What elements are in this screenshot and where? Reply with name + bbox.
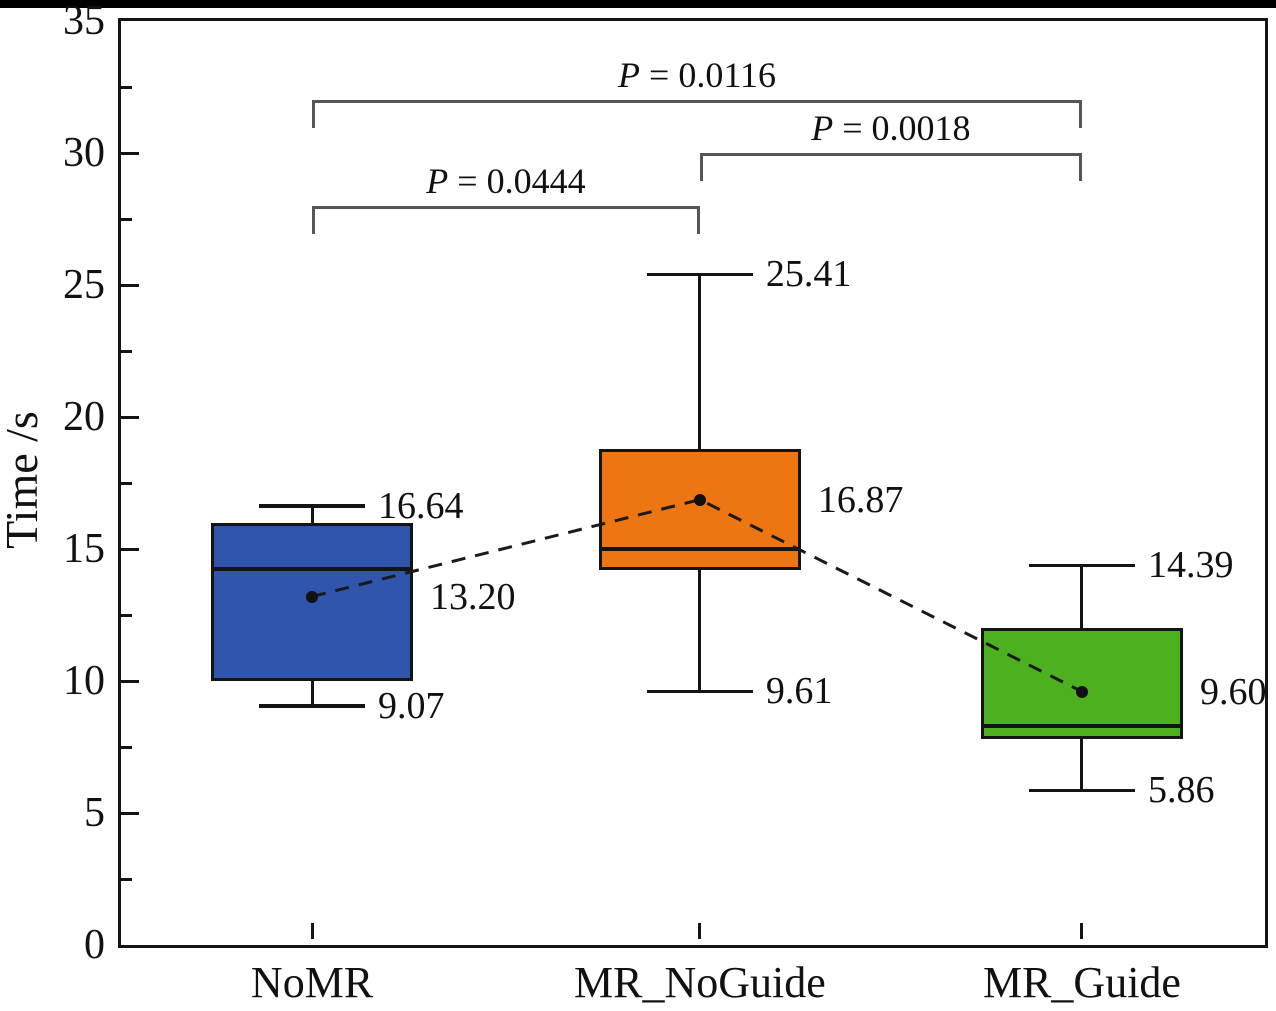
value-label-low: 5.86	[1147, 769, 1215, 812]
significance-bracket-tick	[699, 153, 703, 181]
y-tick-label: 30	[63, 130, 105, 176]
y-minor-tick	[121, 877, 132, 881]
y-tick-label: 5	[84, 790, 105, 836]
y-major-tick	[121, 679, 139, 683]
significance-bracket-tick	[312, 205, 316, 234]
significance-bracket-line	[312, 205, 700, 209]
whisker-lower-stem	[310, 681, 314, 706]
p-value-label: P = 0.0018	[811, 108, 971, 148]
y-tick-label: 0	[84, 922, 105, 968]
y-major-tick	[121, 151, 139, 155]
whisker-upper-cap	[646, 272, 753, 277]
p-value-label: P = 0.0116	[618, 55, 776, 96]
significance-bracket-tick	[1078, 153, 1082, 181]
x-category-label: MR_NoGuide	[573, 958, 826, 1007]
significance-bracket-tick	[696, 205, 700, 234]
significance-bracket-line	[699, 153, 1082, 156]
value-label-low: 9.61	[765, 670, 833, 713]
top-border-bar	[0, 0, 1276, 8]
mean-dot	[1075, 685, 1088, 698]
median-line	[983, 724, 1180, 728]
whisker-upper-cap	[1028, 563, 1135, 568]
y-major-tick	[121, 547, 139, 551]
whisker-upper-stem	[698, 274, 702, 449]
plot-area: P = 0.0116 P = 0.0018 P = 0.0444 16.64 13.20…	[118, 18, 1268, 948]
value-label-high: 25.41	[765, 253, 852, 296]
y-axis: 0 5 10 15 20 25 30 35	[0, 0, 118, 966]
x-category-label: MR_Guide	[982, 958, 1181, 1007]
value-label-low: 9.07	[378, 684, 445, 727]
mean-dot	[693, 493, 706, 506]
value-label-high: 14.39	[1147, 544, 1234, 587]
significance-bracket-tick	[1078, 100, 1082, 129]
whisker-lower-cap	[1028, 788, 1135, 793]
y-major-tick	[121, 415, 139, 419]
x-category-label: NoMR	[250, 958, 374, 1007]
y-minor-tick	[121, 613, 132, 617]
y-minor-tick	[121, 217, 132, 221]
y-tick-label: 10	[63, 658, 105, 704]
value-label-mean: 16.87	[817, 478, 904, 521]
whisker-upper-stem	[1080, 565, 1084, 629]
y-tick-label: 15	[63, 526, 105, 572]
y-tick-label: 20	[63, 394, 105, 440]
x-axis: NoMR MR_NoGuide MR_Guide	[121, 951, 1265, 1011]
y-major-tick	[121, 283, 139, 287]
whisker-lower-stem	[1080, 739, 1084, 791]
significance-bracket-line	[312, 100, 1082, 104]
median-line	[214, 567, 411, 571]
x-tick	[698, 923, 702, 939]
median-line	[601, 547, 798, 551]
x-tick	[310, 923, 314, 939]
value-label-mean: 13.20	[430, 575, 516, 618]
y-minor-tick	[121, 349, 132, 353]
whisker-lower-stem	[698, 570, 702, 692]
box-MR_Guide	[980, 628, 1183, 740]
whisker-lower-cap	[259, 704, 366, 708]
x-tick	[1080, 923, 1084, 939]
value-label-high: 16.64	[378, 484, 464, 527]
y-tick-label: 25	[63, 262, 105, 308]
mean-dot	[306, 590, 319, 603]
y-minor-tick	[121, 85, 132, 89]
y-tick-label: 35	[63, 0, 105, 44]
significance-bracket-tick	[312, 100, 316, 129]
value-label-mean: 9.60	[1199, 670, 1267, 713]
whisker-upper-cap	[259, 504, 366, 508]
p-value-label: P = 0.0444	[426, 160, 586, 201]
whisker-upper-stem	[310, 505, 314, 523]
box-MR_NoGuide	[598, 448, 801, 571]
y-major-tick	[121, 811, 139, 815]
whisker-lower-cap	[646, 689, 753, 694]
y-minor-tick	[121, 745, 132, 749]
y-minor-tick	[121, 481, 132, 485]
